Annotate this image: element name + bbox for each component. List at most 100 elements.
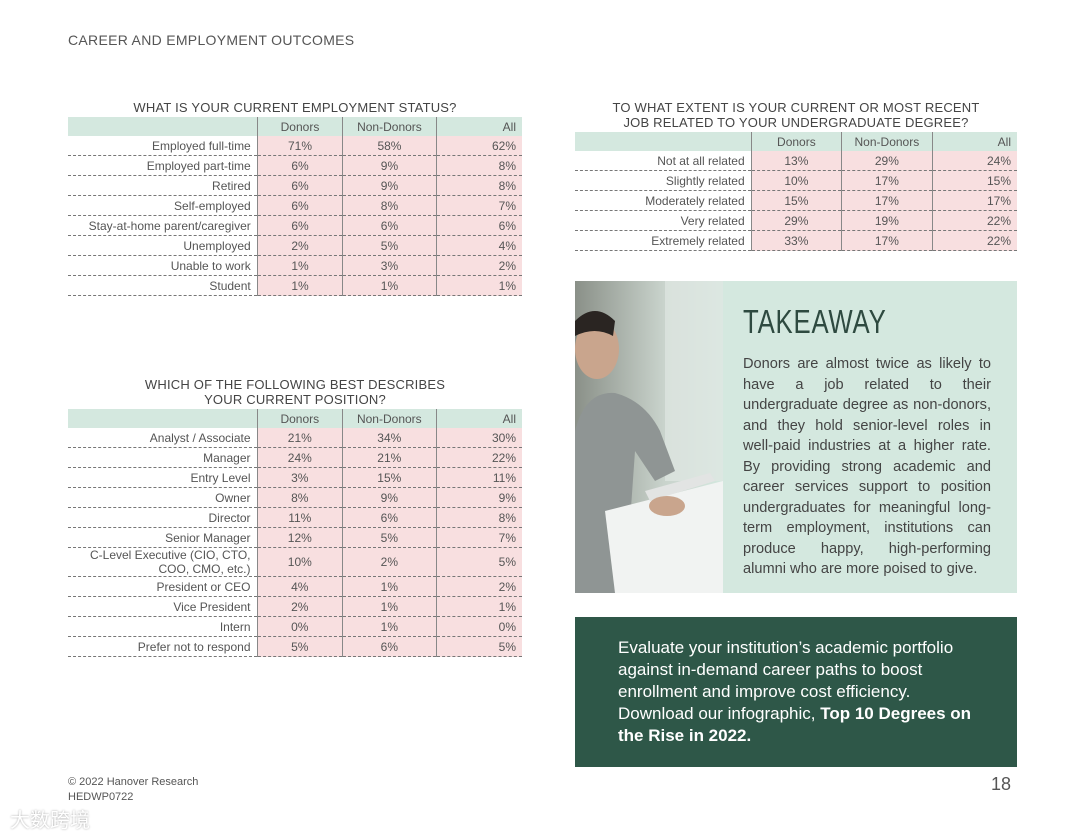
column-header: Non-Donors: [841, 132, 933, 151]
table-row: Employed full-time 71% 58% 62%: [68, 136, 522, 156]
value-cell: 1%: [342, 596, 437, 617]
row-label: Manager: [68, 447, 257, 468]
row-label: Intern: [68, 616, 257, 637]
table-row: Director 11% 6% 8%: [68, 507, 522, 528]
table-block: WHAT IS YOUR CURRENT EMPLOYMENT STATUS? D…: [68, 100, 522, 296]
value-cell: 4%: [435, 235, 522, 256]
value-cell: 11%: [256, 507, 343, 528]
cta-link[interactable]: Top 10 Degrees on the Rise in 2022.: [618, 704, 972, 745]
column-header: Non-Donors: [342, 409, 437, 428]
value-cell: 15%: [750, 190, 842, 211]
value-cell: 29%: [750, 210, 842, 231]
value-cell: 13%: [750, 151, 842, 171]
row-label: Moderately related: [575, 190, 752, 211]
value-cell: 6%: [435, 215, 522, 236]
row-label: Retired: [68, 175, 258, 196]
column-header: Donors: [750, 132, 842, 151]
value-cell: 22%: [931, 210, 1017, 231]
value-cell: 24%: [931, 151, 1017, 171]
header-cell: [575, 132, 752, 151]
value-cell: 3%: [342, 255, 437, 276]
takeaway-title: TAKEAWAY: [743, 303, 887, 340]
row-label: Extremely related: [575, 230, 752, 251]
row-label: Stay-at-home parent/caregiver: [68, 215, 258, 236]
row-label: Unemployed: [68, 235, 258, 256]
value-cell: 8%: [435, 175, 522, 196]
value-cell: 58%: [342, 136, 437, 156]
row-label: Student: [68, 275, 258, 296]
value-cell: 1%: [435, 275, 522, 296]
value-cell: 12%: [256, 527, 343, 548]
value-cell: 17%: [841, 190, 933, 211]
value-cell: 2%: [435, 255, 522, 276]
takeaway-box: TAKEAWAY Donors are almost twice as like…: [575, 281, 1017, 593]
column-header: Donors: [256, 117, 343, 136]
row-label: Slightly related: [575, 170, 752, 191]
table: Donors Non-Donors All Not at all related 13%…: [575, 132, 1017, 251]
row-label: Employed part-time: [68, 155, 258, 176]
value-cell: 30%: [435, 428, 522, 448]
footer: © 2022 Hanover Research HEDWP0722: [68, 775, 198, 805]
value-cell: 8%: [342, 195, 437, 216]
value-cell: 24%: [256, 447, 343, 468]
value-cell: 10%: [256, 547, 343, 577]
copyright: © 2022 Hanover Research: [68, 776, 199, 788]
value-cell: 1%: [435, 596, 522, 617]
value-cell: 11%: [435, 467, 522, 488]
value-cell: 7%: [435, 527, 522, 548]
column-header: All: [435, 117, 522, 136]
table-row: Not at all related 13% 29% 24%: [575, 151, 1017, 171]
value-cell: 6%: [342, 215, 437, 236]
table-row: Prefer not to respond 5% 6% 5%: [68, 636, 522, 657]
row-label: Prefer not to respond: [68, 636, 257, 657]
value-cell: 2%: [256, 596, 343, 617]
table-row: Retired 6% 9% 8%: [68, 175, 522, 196]
value-cell: 9%: [342, 155, 437, 176]
value-cell: 6%: [256, 155, 343, 176]
value-cell: 2%: [342, 547, 437, 577]
header-row: Donors Non-Donors All: [68, 117, 522, 136]
value-cell: 2%: [256, 235, 343, 256]
table-title: WHICH OF THE FOLLOWING BEST DESCRIBES YO…: [144, 377, 446, 407]
value-cell: 5%: [256, 636, 343, 657]
row-label: Analyst / Associate: [68, 428, 257, 448]
cta-box: Evaluate your institution’s academic por…: [575, 617, 1017, 767]
row-label: Not at all related: [575, 151, 752, 171]
table-row: Very related 29% 19% 22%: [575, 210, 1017, 231]
row-label: President or CEO: [68, 576, 257, 597]
table-block: WHICH OF THE FOLLOWING BEST DESCRIBES YO…: [68, 377, 522, 657]
value-cell: 71%: [256, 136, 343, 156]
value-cell: 6%: [342, 636, 437, 657]
value-cell: 15%: [342, 467, 437, 488]
table-row: Extremely related 33% 17% 22%: [575, 230, 1017, 251]
takeaway-text: Donors are almost twice as likely to hav…: [743, 356, 991, 577]
value-cell: 4%: [256, 576, 343, 597]
value-cell: 17%: [841, 230, 933, 251]
value-cell: 34%: [342, 428, 437, 448]
table: Donors Non-Donors All Analyst / Associate 21…: [68, 409, 522, 657]
value-cell: 9%: [342, 175, 437, 196]
value-cell: 1%: [256, 275, 343, 296]
page-number: 18: [991, 774, 1012, 794]
table-row: Moderately related 15% 17% 17%: [575, 190, 1017, 211]
value-cell: 33%: [750, 230, 842, 251]
table-row: Manager 24% 21% 22%: [68, 447, 522, 468]
watermark: 大数跨境: [10, 810, 90, 832]
table-row: C-Level Executive (CIO, CTO, COO, CMO, e…: [68, 547, 522, 577]
cta-body: Evaluate your institution’s academic por…: [618, 638, 954, 723]
value-cell: 8%: [435, 155, 522, 176]
value-cell: 8%: [435, 507, 522, 528]
column-header: Donors: [256, 409, 343, 428]
value-cell: 9%: [435, 487, 522, 508]
value-cell: 17%: [841, 170, 933, 191]
row-label: Unable to work: [68, 255, 258, 276]
table-title: WHAT IS YOUR CURRENT EMPLOYMENT STATUS?: [133, 100, 457, 115]
row-label: Very related: [575, 210, 752, 231]
value-cell: 1%: [342, 576, 437, 597]
header-row: Donors Non-Donors All: [68, 409, 522, 428]
table-row: Unable to work 1% 3% 2%: [68, 255, 522, 276]
value-cell: 1%: [256, 255, 343, 276]
row-label: C-Level Executive (CIO, CTO, COO, CMO, e…: [68, 547, 257, 577]
column-header: Non-Donors: [342, 117, 437, 136]
